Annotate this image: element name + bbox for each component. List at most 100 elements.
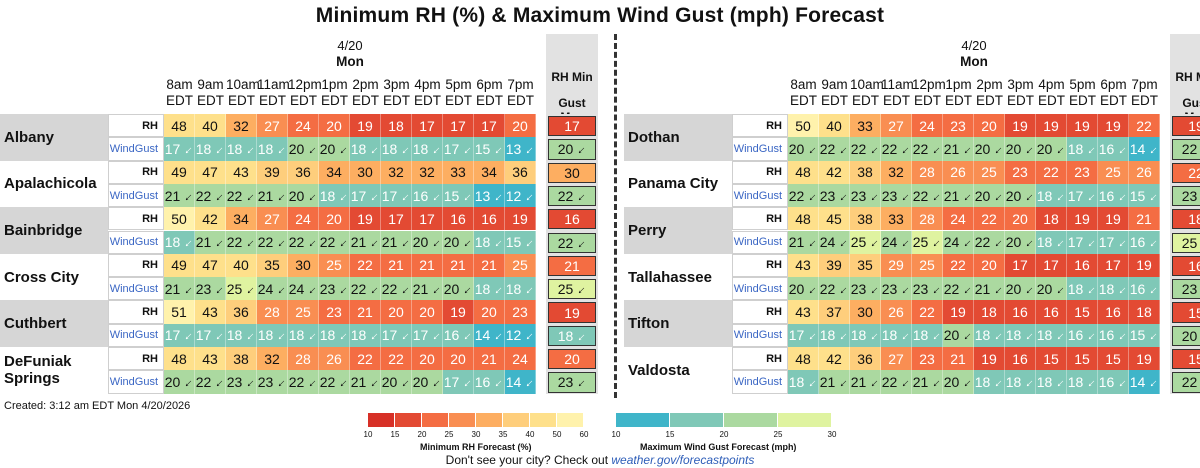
gust-value: 18	[412, 140, 429, 157]
rh-cell: 26	[881, 300, 912, 324]
rh-value: 20	[981, 257, 997, 274]
gust-value: 18	[474, 234, 491, 251]
gust-cell: 18 ←	[912, 323, 944, 347]
gust-value: 17	[788, 327, 805, 344]
rh-value: 17	[1012, 257, 1028, 274]
wind-direction-arrow-icon: ←	[178, 139, 197, 159]
rh-value: 48	[171, 117, 187, 134]
gust-cell: 20 ←	[943, 370, 975, 394]
gust-cell: 16 ←	[1098, 370, 1130, 394]
rh-cell: 26	[943, 160, 974, 184]
location-name: Albany	[0, 114, 108, 161]
wind-direction-arrow-icon: ←	[1112, 186, 1131, 205]
location-name: Cross City	[0, 253, 108, 301]
day-label: Mon	[788, 54, 1160, 70]
gust-value: 24	[943, 234, 960, 251]
gust-cell: 18 ←	[319, 323, 351, 347]
gust-max-value: 22	[557, 234, 574, 251]
rh-cell: 17	[1036, 253, 1067, 278]
gust-value: 23	[881, 280, 898, 297]
gust-value: 22	[257, 234, 274, 251]
gust-cell: 21 ←	[350, 370, 382, 394]
wind-direction-arrow-icon: ←	[1050, 372, 1069, 392]
gust-cell: 17 ←	[164, 137, 197, 161]
wind-direction-arrow-icon: ←	[926, 372, 945, 392]
gust-value: 22	[943, 280, 960, 297]
rh-cell: 38	[226, 347, 257, 371]
wind-direction-arrow-icon: ←	[395, 139, 414, 159]
rh-value: 22	[357, 257, 373, 274]
legend-tick: 10	[611, 430, 621, 439]
rh-value: 35	[857, 257, 873, 274]
footer: Don't see your city? Check out weather.g…	[0, 453, 1200, 467]
tz-text: EDT	[1131, 93, 1158, 108]
wind-direction-arrow-icon: ←	[240, 279, 259, 298]
gust-value: 17	[443, 140, 460, 157]
wind-direction-arrow-icon: ←	[364, 139, 383, 159]
gust-max-box: 18 ←	[548, 325, 596, 346]
rh-cell: 33	[443, 160, 474, 184]
wind-direction-arrow-icon: ←	[1081, 186, 1100, 205]
wind-direction-arrow-icon: ←	[926, 186, 945, 205]
rh-cell: 19	[1129, 253, 1160, 278]
wind-direction-arrow-icon: ←	[833, 326, 852, 345]
wind-direction-arrow-icon: ←	[988, 326, 1007, 345]
gust-cell: 24 ←	[881, 230, 913, 254]
rh-value: 16	[1012, 350, 1028, 367]
rh-cell: 25	[505, 253, 536, 278]
rh-value: 38	[233, 350, 249, 367]
hour-header: 12pm EDT	[288, 77, 322, 109]
rh-cell: 37	[819, 300, 850, 324]
rh-cell: 20	[974, 253, 1005, 278]
wind-direction-arrow-icon: ←	[1050, 326, 1069, 345]
legend-swatch	[670, 413, 724, 427]
gust-value: 21	[381, 234, 398, 251]
gust-value: 18	[319, 327, 336, 344]
gust-max-value: 18	[557, 327, 574, 344]
gust-value: 15	[1129, 327, 1146, 344]
rh-cell: 32	[381, 160, 412, 184]
gust-cell: 23 ←	[912, 277, 944, 301]
gust-value: 17	[1067, 187, 1084, 204]
gust-cell: 21 ←	[350, 230, 382, 254]
gust-cell: 25 ←	[226, 277, 259, 301]
rh-cell: 48	[788, 207, 819, 231]
tz-text: EDT	[976, 93, 1003, 108]
rh-cell: 40	[195, 114, 226, 138]
rh-value: 24	[295, 117, 311, 134]
gust-cell: 22 ←	[788, 183, 820, 208]
rh-cell: 23	[1067, 160, 1098, 184]
gust-cell: 17 ←	[350, 183, 382, 208]
rh-value: 21	[481, 350, 497, 367]
day-label: Mon	[164, 54, 536, 70]
rh-row-label: RH	[732, 253, 788, 278]
rh-cell: 33	[881, 207, 912, 231]
rh-cell: 18	[381, 114, 412, 138]
gust-value: 18	[226, 140, 243, 157]
rh-min-box: 16	[1172, 255, 1200, 277]
gust-value: 17	[1098, 234, 1115, 251]
gust-cell: 18 ←	[1067, 277, 1099, 301]
rh-cell: 16	[1067, 253, 1098, 278]
wind-direction-arrow-icon: ←	[488, 186, 507, 205]
rh-value: 21	[1136, 210, 1152, 227]
gust-cell: 18 ←	[1036, 370, 1069, 394]
legend-tick: 50	[552, 430, 562, 439]
gust-cell: 20 ←	[412, 230, 444, 254]
wind-direction-arrow-icon: ←	[209, 372, 228, 392]
rh-cell: 36	[850, 347, 881, 371]
hour-text: 5pm	[445, 77, 472, 92]
gust-value: 18	[1036, 373, 1053, 390]
gust-value: 20	[943, 327, 960, 344]
gust-value: 18	[257, 327, 274, 344]
rh-value: 25	[295, 304, 311, 321]
forecastpoints-link[interactable]: weather.gov/forecastpoints	[611, 453, 755, 467]
gust-cell: 20 ←	[1005, 277, 1037, 301]
wind-direction-arrow-icon: ←	[488, 139, 507, 159]
gust-max-box: 20 ←	[1172, 325, 1200, 346]
gust-value: 12	[505, 327, 522, 344]
gust-row-label: WindGust	[732, 277, 788, 301]
wind-direction-arrow-icon: ←	[426, 372, 445, 392]
tz-text: EDT	[883, 93, 910, 108]
legend-tick: 10	[363, 430, 373, 439]
